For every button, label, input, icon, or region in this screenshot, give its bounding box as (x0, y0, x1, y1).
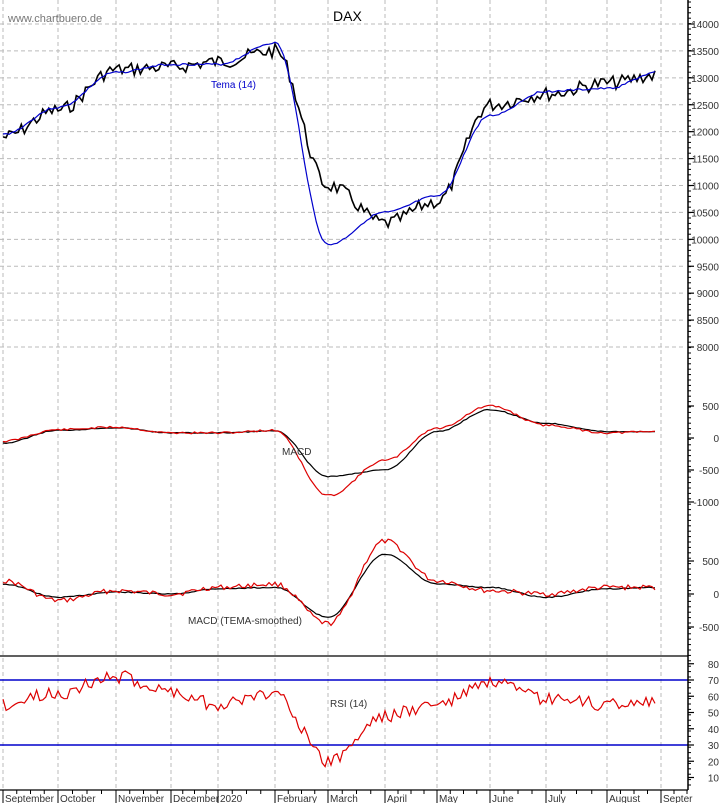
y-tick-label: 40 (708, 725, 720, 736)
x-tick-label: April (387, 794, 407, 803)
macd-tema-panel (2, 538, 656, 627)
watermark: www.chartbuero.de (7, 13, 102, 25)
x-tick-label: October (60, 794, 96, 803)
x-axis: September October November December 2020 Febr… (2, 790, 693, 803)
y-tick-label: 11500 (692, 155, 720, 166)
x-tick-label: November (118, 794, 165, 803)
rsi-line (2, 670, 656, 768)
grid-lines (0, 0, 686, 790)
x-tick-label: May (439, 794, 458, 803)
macd-tema-line (2, 538, 656, 627)
y-tick-label: 30 (708, 741, 720, 752)
y-tick-label: 12500 (691, 101, 719, 112)
y-tick-label: 0 (713, 590, 719, 601)
x-tick-label: August (609, 794, 640, 803)
x-tick-label: July (548, 794, 566, 803)
rsi-label: RSI (14) (330, 699, 367, 710)
price-candles (2, 41, 656, 230)
macd-tema-signal-line (3, 553, 656, 618)
y-tick-label: 11000 (692, 182, 720, 193)
macd-panel (2, 404, 656, 497)
y-tick-label: 13500 (691, 47, 719, 58)
y-tick-label: -500 (699, 623, 719, 634)
x-tick-label: Septer (663, 794, 693, 803)
y-tick-label: 8500 (697, 316, 720, 327)
y-tick-label: 9500 (697, 262, 720, 273)
x-tick-label: March (330, 794, 358, 803)
x-tick-label: June (492, 794, 514, 803)
y-tick-label: 8000 (697, 343, 720, 354)
macd-label: MACD (282, 447, 311, 458)
x-tick-label: February (277, 794, 317, 803)
y-tick-label: 500 (702, 557, 719, 568)
macd-line (2, 404, 656, 497)
y-tick-label: 12000 (691, 128, 719, 139)
tema-label: Tema (14) (211, 80, 256, 91)
y-tick-label: 70 (708, 676, 720, 687)
y-tick-label: 60 (708, 692, 720, 703)
y-tick-label: 10500 (691, 208, 719, 219)
macd-signal-line (2, 408, 656, 478)
rsi-panel (0, 670, 688, 768)
y-tick-label: 10 (708, 774, 720, 785)
tema-line (2, 41, 656, 246)
x-tick-label: December (173, 794, 220, 803)
x-tick-label: September (5, 794, 55, 803)
y-tick-label: 500 (702, 402, 719, 413)
price-panel (2, 41, 656, 246)
y-tick-label: -1000 (693, 498, 719, 509)
y-tick-label: 14000 (691, 20, 719, 31)
x-tick-label: 2020 (220, 794, 243, 803)
y-axis: 1400013500130001250012000115001100010500… (687, 0, 720, 790)
y-tick-label: 13000 (691, 74, 719, 85)
macd-tema-label: MACD (TEMA-smoothed) (188, 616, 302, 627)
y-tick-label: 10000 (691, 235, 719, 246)
y-tick-label: 50 (708, 709, 720, 720)
chart-title: DAX (333, 8, 362, 24)
y-tick-label: 80 (708, 660, 720, 671)
y-tick-label: -500 (699, 466, 719, 477)
y-tick-label: 0 (713, 434, 719, 445)
y-tick-label: 20 (708, 757, 720, 768)
y-tick-label: 9000 (697, 289, 720, 300)
